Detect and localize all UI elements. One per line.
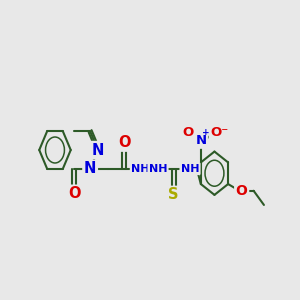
Text: O⁻: O⁻ bbox=[210, 126, 228, 140]
Text: O: O bbox=[182, 126, 194, 140]
Text: O: O bbox=[118, 135, 130, 150]
Text: O: O bbox=[68, 186, 81, 201]
Text: S: S bbox=[169, 188, 179, 202]
Text: +: + bbox=[202, 128, 210, 137]
Text: N: N bbox=[84, 161, 96, 176]
Text: NH: NH bbox=[149, 164, 167, 174]
Text: NH: NH bbox=[181, 164, 199, 174]
Text: O: O bbox=[236, 184, 248, 198]
Text: N: N bbox=[195, 134, 206, 147]
Text: N: N bbox=[92, 142, 104, 158]
Text: NH: NH bbox=[131, 164, 150, 174]
